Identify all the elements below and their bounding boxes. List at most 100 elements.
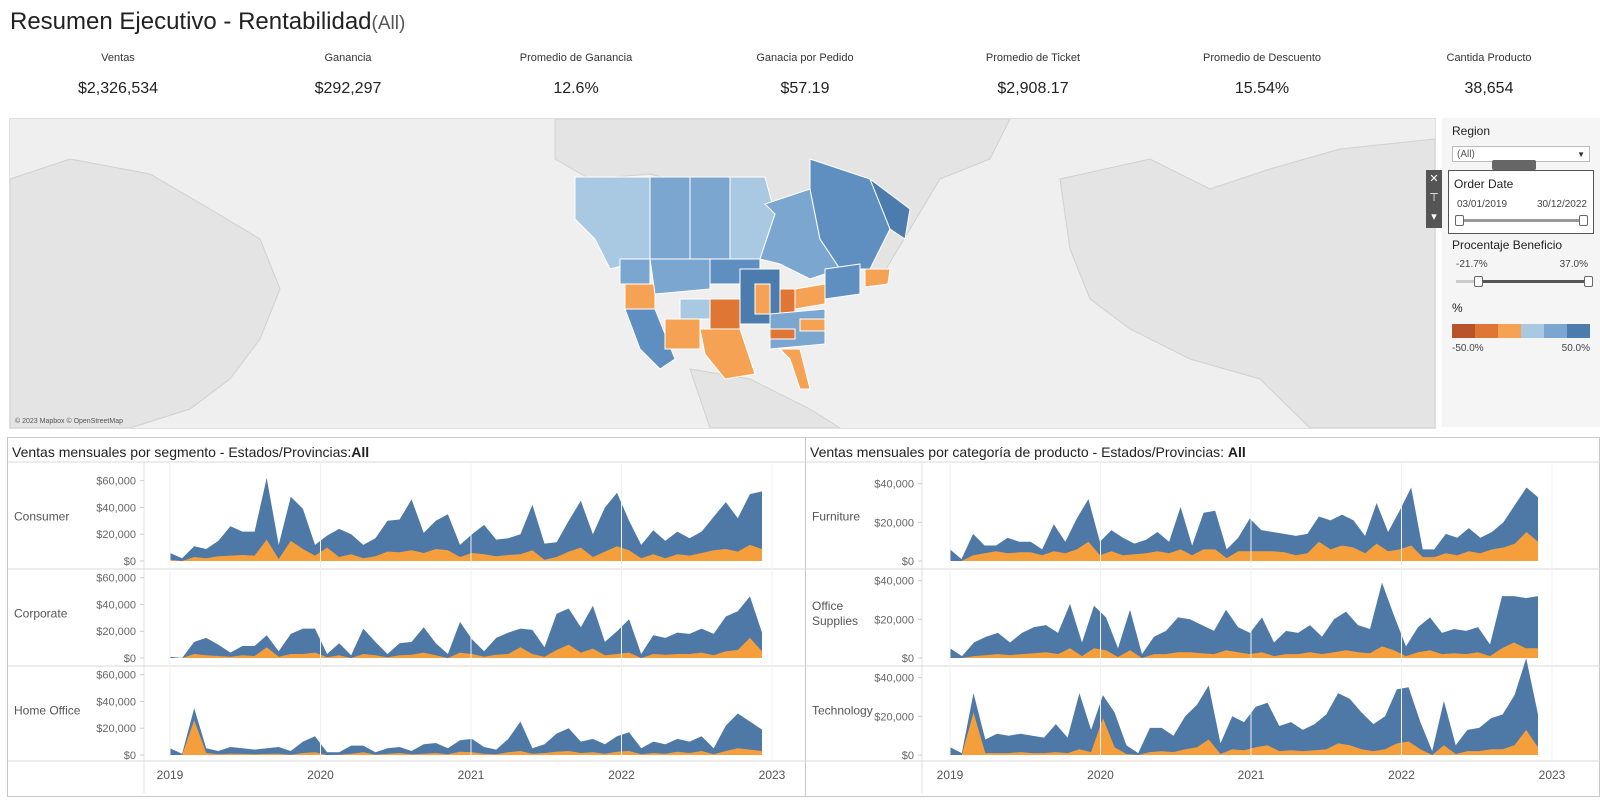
region-northwest[interactable] — [649, 258, 711, 295]
region-tennessee[interactable] — [769, 328, 796, 340]
x-tick-label: 2019 — [157, 768, 184, 782]
order-date-end-handle[interactable] — [1579, 215, 1588, 226]
x-tick-label: 2019 — [937, 768, 964, 782]
region-florida[interactable] — [778, 348, 811, 390]
map-attribution: © 2023 Mapbox © OpenStreetMap — [15, 418, 123, 425]
kpi-ganancia-por-pedido: Ganacia por Pedido $57.19 — [690, 48, 920, 98]
y-tick-label: $0 — [902, 556, 914, 568]
kpi-label: Ventas — [101, 52, 135, 64]
region-texas[interactable] — [699, 328, 756, 380]
y-tick-label: $20,000 — [874, 614, 914, 626]
sales-area — [950, 582, 1538, 658]
region-arizona[interactable] — [664, 318, 701, 350]
segment-chart-svg[interactable]: Consumer $60,000 $40,000 $20,000 $0 Corporate… — [8, 438, 807, 798]
region-colorado[interactable] — [679, 298, 711, 320]
sales-area — [170, 478, 762, 561]
row-label: Furniture — [812, 510, 860, 524]
chart-title: Ventas mensuales por segmento - Estados/… — [12, 444, 369, 460]
kpi-label: Promedio de Descuento — [1202, 52, 1321, 64]
category-sales-chart[interactable]: Furniture $40,000 $20,000 $0 Office Supplies $… — [806, 437, 1600, 797]
order-date-slider-track[interactable] — [1459, 219, 1583, 222]
beneficio-min: -21.7% — [1456, 259, 1488, 270]
y-tick-label: $20,000 — [96, 723, 136, 735]
chart-title: Ventas mensuales por categoría de produc… — [810, 444, 1246, 460]
order-date-start: 03/01/2019 — [1457, 199, 1508, 210]
kpi-ventas: Ventas $2,326,534 — [3, 48, 233, 98]
region-saskatchewan[interactable] — [689, 176, 731, 260]
y-tick-label: $20,000 — [874, 711, 914, 723]
legend-swatch — [1452, 324, 1475, 338]
region-washington[interactable] — [619, 258, 651, 285]
order-date-label: Order Date — [1454, 177, 1514, 191]
kpi-label: Promedio de Ticket — [985, 52, 1081, 64]
kpi-ganancia: Ganancia $292,297 — [233, 48, 463, 98]
beneficio-low-handle[interactable] — [1474, 276, 1483, 287]
region-northeast[interactable] — [824, 263, 861, 300]
chevron-down-icon: ▼ — [1577, 150, 1585, 159]
legend-swatch — [1521, 324, 1544, 338]
profit-area — [950, 642, 1538, 658]
segment-sales-chart[interactable]: Consumer $60,000 $40,000 $20,000 $0 Corporate… — [7, 437, 807, 798]
color-legend-label: % — [1452, 301, 1463, 315]
europe-africa-land — [1059, 138, 1435, 428]
region-alberta[interactable] — [649, 176, 691, 260]
filter-toolbar: ✕ ⊤ ▾ — [1426, 170, 1442, 228]
region-ohio[interactable] — [779, 288, 796, 315]
kpi-promedio-descuento: Promedio de Descuento 15.54% — [1147, 48, 1377, 98]
row-label: Home Office — [14, 704, 81, 718]
kpi-value: $2,908.17 — [997, 80, 1069, 97]
legend-min: -50.0% — [1452, 343, 1484, 354]
region-oregon[interactable] — [624, 283, 656, 310]
region-pennsylvania[interactable] — [794, 283, 826, 310]
y-tick-label: $60,000 — [96, 670, 136, 682]
y-tick-label: $60,000 — [96, 573, 136, 585]
sales-area — [950, 487, 1538, 561]
map-regions[interactable] — [574, 158, 911, 390]
dashboard-title: Resumen Ejecutivo - Rentabilidad(All) — [10, 8, 405, 36]
legend-swatch — [1544, 324, 1567, 338]
order-date-start-handle[interactable] — [1455, 215, 1464, 226]
beneficio-slider-range — [1478, 280, 1588, 283]
x-tick-label: 2021 — [458, 768, 485, 782]
kpi-value: $2,326,534 — [77, 80, 159, 97]
region-north-carolina[interactable] — [799, 318, 826, 332]
sales-area — [950, 658, 1538, 755]
profit-map[interactable]: © 2023 Mapbox © OpenStreetMap — [9, 118, 1436, 429]
kpi-label: Cantida Producto — [1446, 52, 1532, 64]
y-tick-label: $0 — [124, 653, 136, 665]
dropdown-icon[interactable]: ▾ — [1431, 211, 1437, 223]
y-tick-label: $0 — [124, 750, 136, 762]
profit-area — [950, 532, 1538, 561]
chart-title-filter: All — [1227, 444, 1246, 460]
row-label: Supplies — [812, 614, 858, 628]
title-text: Resumen Ejecutivo - Rentabilidad — [10, 8, 372, 35]
x-tick-label: 2022 — [608, 768, 635, 782]
drag-handle-icon[interactable] — [1492, 160, 1536, 170]
order-date-end: 30/12/2022 — [1536, 199, 1587, 210]
profit-area — [950, 712, 1538, 755]
order-date-filter[interactable]: Order Date 03/01/2019 30/12/2022 — [1448, 170, 1594, 234]
pin-icon[interactable]: ⊤ — [1429, 192, 1439, 204]
row-label: Corporate — [14, 607, 68, 621]
close-icon[interactable]: ✕ — [1429, 173, 1439, 185]
color-legend-bar — [1452, 324, 1590, 338]
region-kansas[interactable] — [709, 298, 741, 330]
region-nova-scotia[interactable] — [864, 268, 891, 288]
legend-swatch — [1475, 324, 1498, 338]
y-tick-label: $0 — [902, 653, 914, 665]
x-tick-label: 2022 — [1388, 768, 1415, 782]
legend-swatch — [1498, 324, 1521, 338]
chart-title-text: Ventas mensuales por categoría de produc… — [810, 444, 1228, 460]
beneficio-high-handle[interactable] — [1584, 276, 1593, 287]
map-canvas[interactable] — [10, 119, 1435, 428]
region-dropdown-value: (All) — [1457, 149, 1475, 160]
region-labrador[interactable] — [868, 177, 911, 240]
profit-area — [170, 720, 762, 755]
kpi-label: Ganacia por Pedido — [756, 52, 854, 64]
profit-area — [170, 539, 762, 561]
region-california[interactable] — [624, 308, 676, 370]
filter-panel: Region (All) ▼ ✕ ⊤ ▾ Order Date 03/01/201… — [1426, 118, 1600, 427]
beneficio-filter-label: Procentaje Beneficio — [1452, 238, 1563, 252]
region-illinois[interactable] — [754, 283, 771, 315]
